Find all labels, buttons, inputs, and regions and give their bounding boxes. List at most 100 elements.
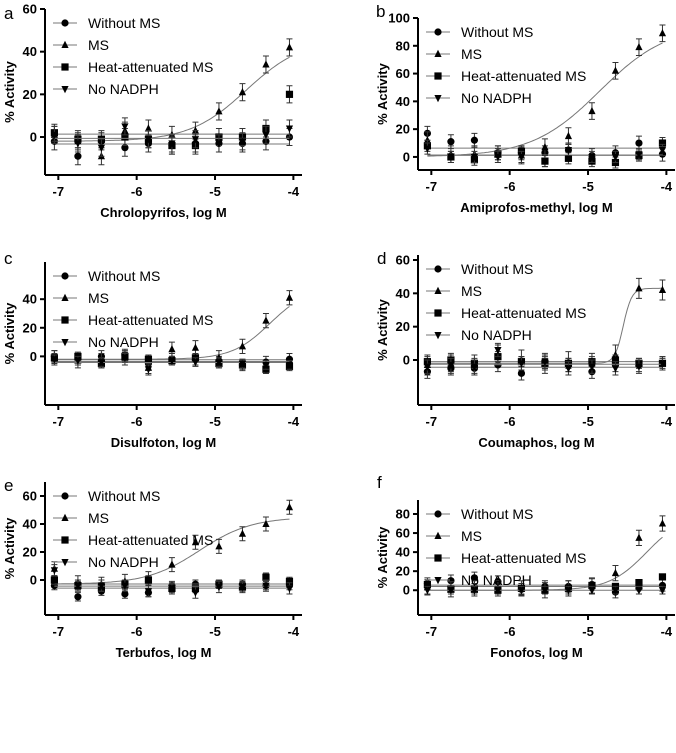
legend-marker bbox=[61, 293, 69, 301]
data-point bbox=[588, 106, 596, 115]
y-tick-label: 20 bbox=[23, 87, 37, 102]
x-axis-label: Disulfoton, log M bbox=[111, 435, 216, 450]
legend-marker bbox=[61, 272, 69, 280]
data-point bbox=[564, 131, 573, 140]
y-tick-label: 40 bbox=[396, 545, 410, 560]
data-point bbox=[658, 519, 667, 527]
data-point bbox=[447, 587, 455, 595]
legend-label: Heat-attenuated MS bbox=[461, 68, 586, 84]
data-point bbox=[262, 131, 270, 140]
data-point bbox=[447, 577, 455, 585]
panel-e: e 0 20 40 60 -7 -6 -5 -4 Terbufos, log M % Activit… bbox=[2, 476, 302, 660]
legend-label: No NADPH bbox=[461, 90, 532, 106]
data-point bbox=[447, 153, 455, 162]
legend-marker bbox=[434, 286, 442, 294]
data-point bbox=[97, 582, 106, 590]
data-point bbox=[564, 587, 573, 595]
legend-marker bbox=[61, 63, 69, 71]
data-point bbox=[215, 359, 223, 367]
data-point bbox=[50, 131, 59, 140]
data-point bbox=[285, 585, 294, 593]
data-point bbox=[423, 580, 432, 589]
data-point bbox=[74, 582, 82, 590]
x-tick-label: -7 bbox=[426, 414, 438, 429]
y-tick-label: 0 bbox=[30, 349, 37, 364]
data-point bbox=[262, 316, 270, 324]
y-tick-label: 60 bbox=[23, 489, 37, 504]
data-point bbox=[611, 587, 620, 595]
data-point bbox=[168, 357, 176, 365]
data-point bbox=[97, 359, 106, 367]
legend-label: Without MS bbox=[88, 268, 160, 284]
data-point bbox=[168, 140, 176, 148]
legend-marker bbox=[434, 309, 442, 317]
data-point bbox=[121, 590, 129, 598]
panel-letter: b bbox=[376, 2, 385, 21]
x-tick-label: -6 bbox=[504, 624, 516, 639]
legend-label: MS bbox=[461, 528, 482, 544]
data-point bbox=[517, 360, 526, 368]
legend-marker bbox=[434, 72, 442, 80]
y-tick-label: 20 bbox=[23, 545, 37, 560]
x-axis-label: Coumaphos, log M bbox=[478, 435, 594, 450]
legend-marker bbox=[61, 86, 69, 94]
y-tick-label: 40 bbox=[23, 44, 37, 59]
legend-label: Without MS bbox=[461, 261, 533, 277]
data-point bbox=[168, 585, 176, 593]
data-point bbox=[168, 560, 176, 568]
data-point bbox=[285, 361, 294, 370]
y-tick-label: 40 bbox=[396, 286, 410, 301]
legend-label: No NADPH bbox=[461, 572, 532, 588]
data-point bbox=[564, 365, 573, 373]
data-point bbox=[215, 107, 223, 115]
data-point bbox=[191, 538, 200, 546]
data-point bbox=[658, 360, 667, 368]
data-point bbox=[121, 133, 129, 141]
data-point bbox=[611, 153, 620, 162]
data-point bbox=[541, 143, 549, 151]
x-tick-label: -4 bbox=[288, 414, 300, 429]
y-tick-label: 60 bbox=[396, 526, 410, 541]
legend-label: Heat-attenuated MS bbox=[88, 312, 213, 328]
data-point bbox=[238, 88, 247, 96]
legend-label: Without MS bbox=[461, 24, 533, 40]
panel-letter: f bbox=[377, 473, 382, 492]
y-tick-label: 20 bbox=[396, 319, 410, 334]
x-tick-label: -4 bbox=[288, 624, 300, 639]
y-tick-label: 0 bbox=[30, 130, 37, 145]
data-point bbox=[74, 357, 82, 365]
data-point bbox=[285, 43, 294, 51]
x-tick-label: -5 bbox=[582, 414, 594, 429]
data-point bbox=[470, 587, 479, 595]
y-tick-label: 60 bbox=[396, 66, 410, 81]
data-point bbox=[144, 136, 153, 144]
x-tick-label: -6 bbox=[131, 184, 143, 199]
y-tick-label: 40 bbox=[23, 517, 37, 532]
data-point bbox=[191, 589, 200, 597]
x-tick-label: -7 bbox=[426, 179, 438, 194]
data-point bbox=[611, 568, 620, 577]
x-tick-label: -5 bbox=[209, 624, 221, 639]
x-tick-label: -4 bbox=[661, 624, 673, 639]
legend-marker bbox=[434, 577, 442, 585]
data-point bbox=[423, 136, 432, 144]
legend-label: Heat-attenuated MS bbox=[461, 305, 586, 321]
data-point bbox=[588, 581, 596, 590]
data-point bbox=[611, 350, 620, 358]
legend-label: Without MS bbox=[88, 488, 160, 504]
data-point bbox=[517, 587, 526, 595]
x-axis-label: Chrolopyrifos, log M bbox=[100, 205, 226, 220]
x-tick-label: -5 bbox=[582, 179, 594, 194]
data-point bbox=[238, 342, 247, 350]
legend-label: No NADPH bbox=[88, 81, 159, 97]
data-point bbox=[191, 343, 200, 351]
x-tick-label: -4 bbox=[661, 414, 673, 429]
data-point bbox=[262, 361, 270, 370]
data-point bbox=[144, 366, 153, 374]
y-tick-label: 0 bbox=[403, 149, 410, 164]
y-tick-label: 20 bbox=[396, 564, 410, 579]
data-point bbox=[191, 136, 200, 144]
data-point bbox=[494, 153, 502, 162]
data-point bbox=[121, 123, 129, 131]
x-tick-label: -5 bbox=[209, 184, 221, 199]
